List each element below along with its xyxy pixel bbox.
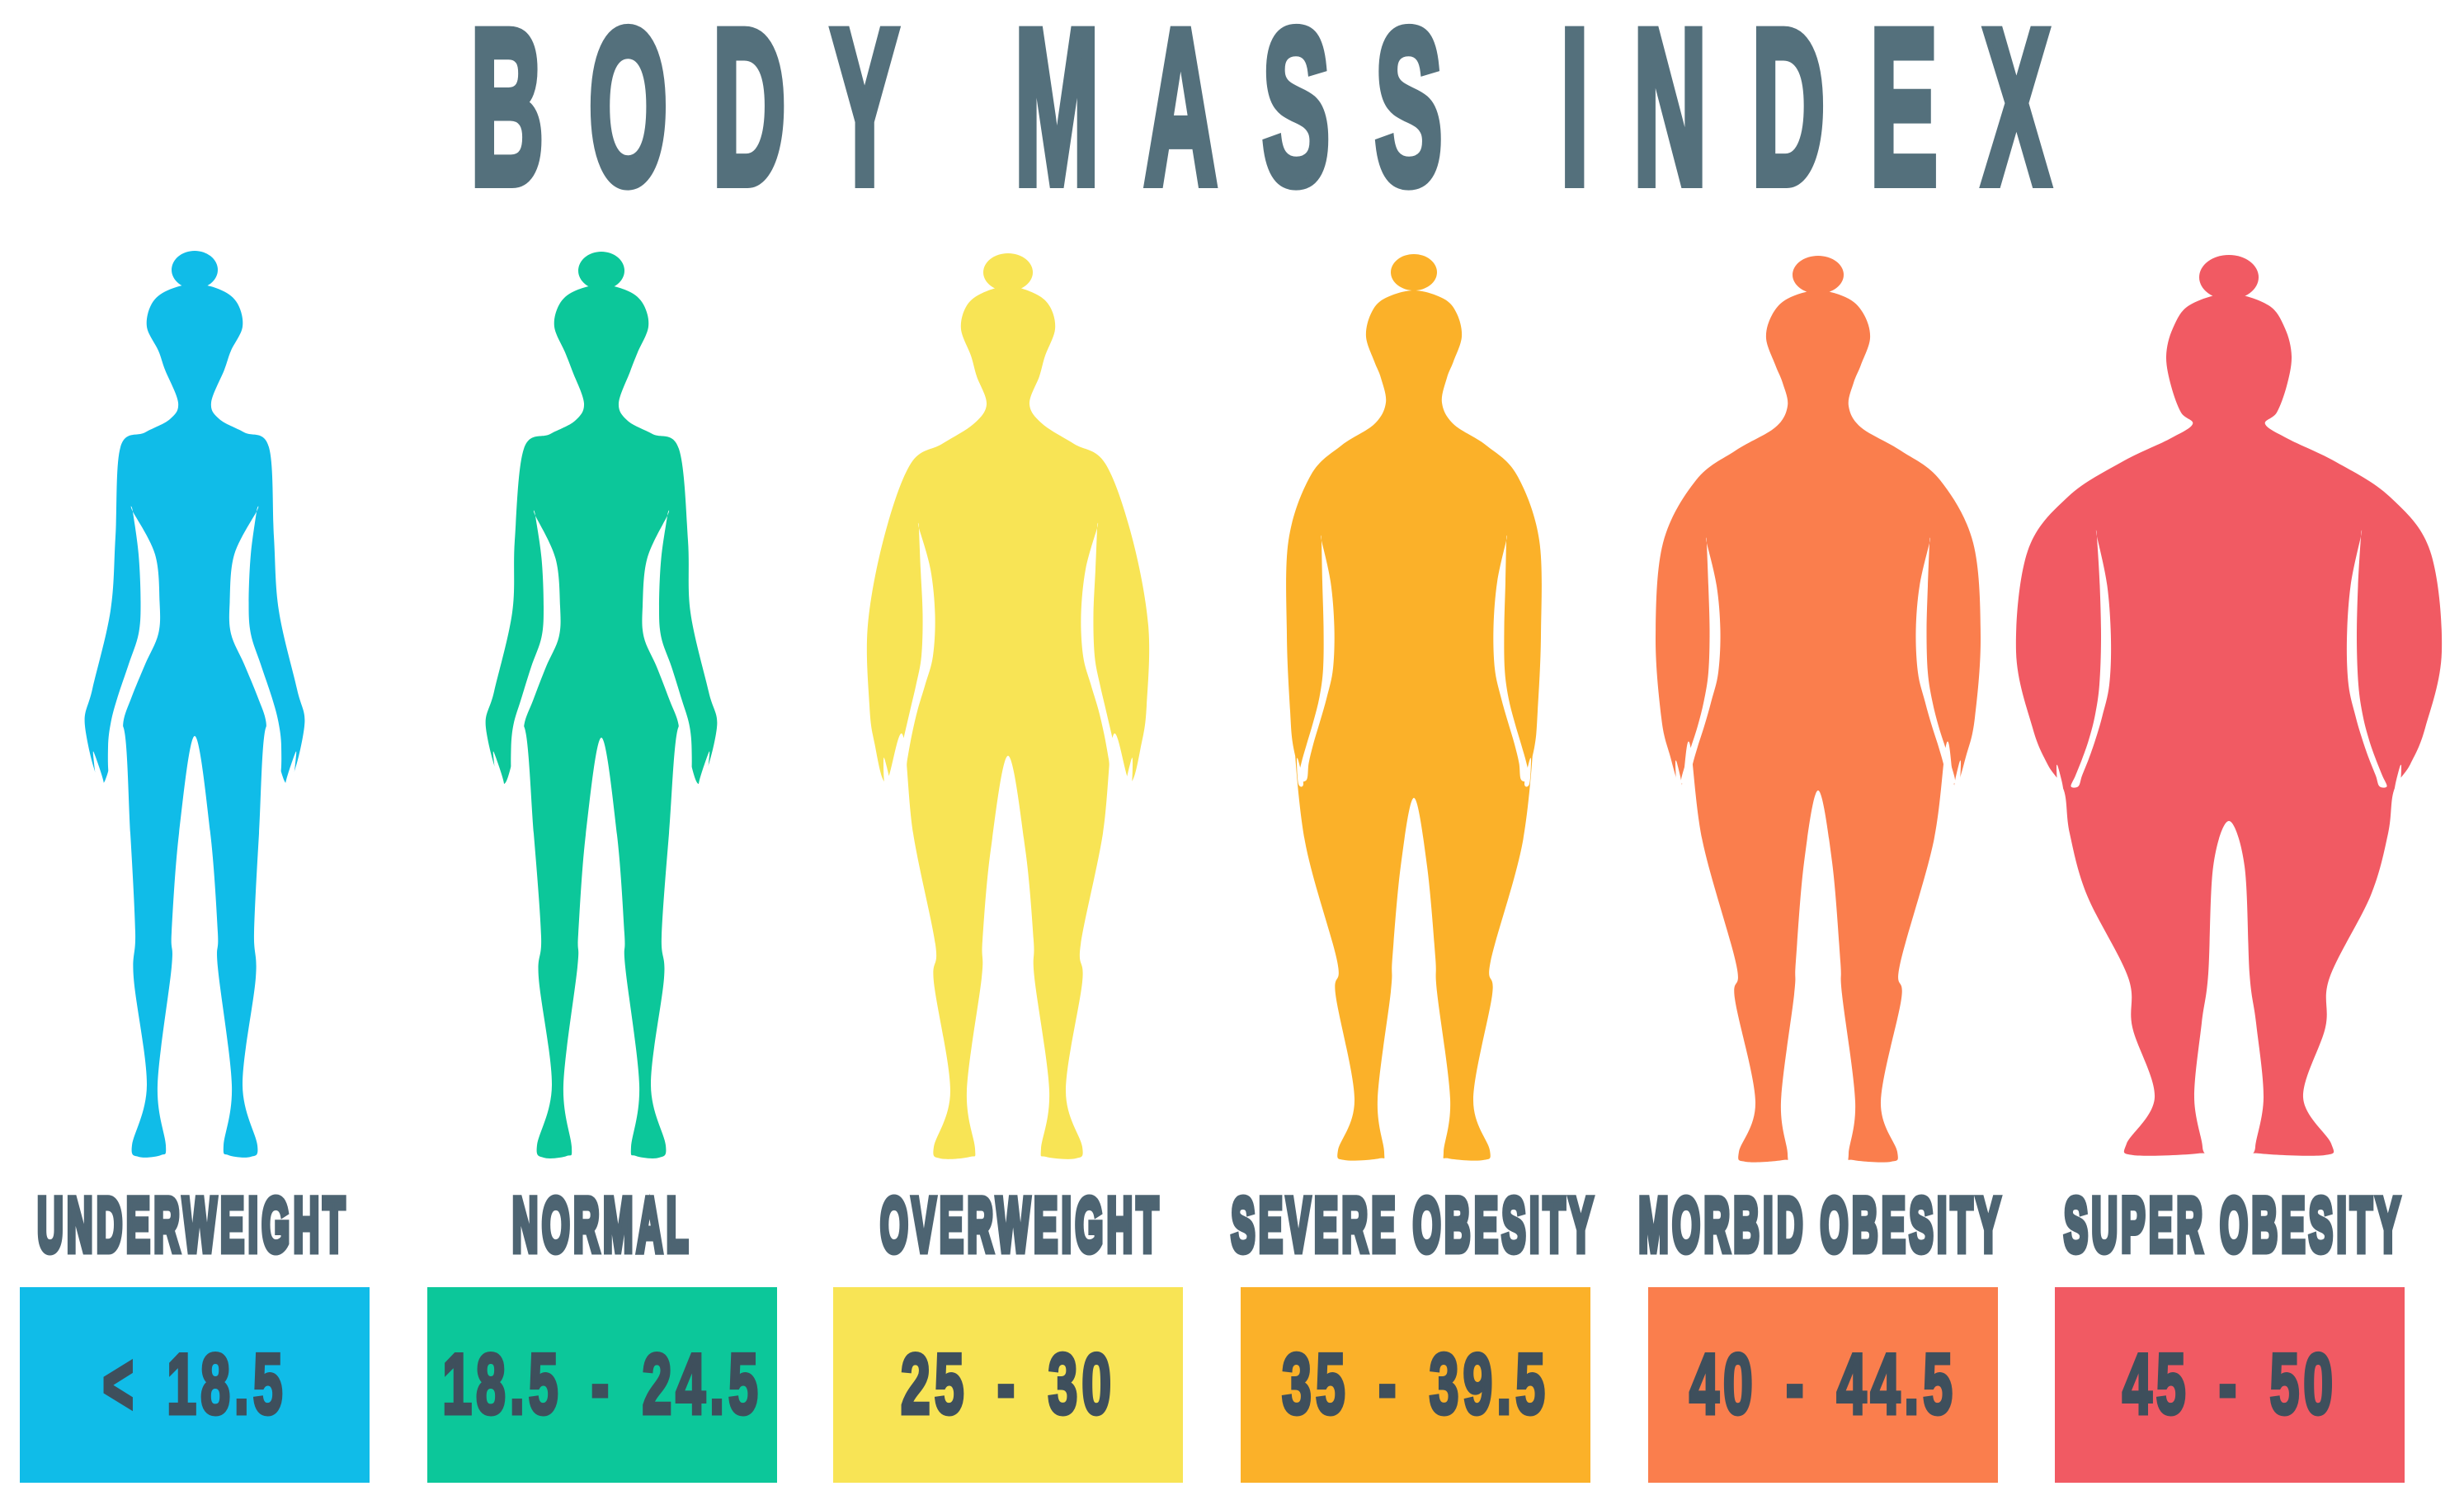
- svg-text:NORMAL: NORMAL: [512, 1183, 692, 1267]
- svg-text:SEVERE OBESITY: SEVERE OBESITY: [1231, 1183, 1596, 1267]
- svg-text:OVERWEIGHT: OVERWEIGHT: [880, 1183, 1162, 1267]
- svg-text:MORBID OBESITY: MORBID OBESITY: [1639, 1183, 2005, 1267]
- svg-text:18.5 - 24.5: 18.5 - 24.5: [442, 1337, 762, 1432]
- svg-text:45 - 50: 45 - 50: [2122, 1337, 2337, 1432]
- svg-text:SUPER OBESITY: SUPER OBESITY: [2064, 1183, 2404, 1267]
- svg-text:35 - 39.5: 35 - 39.5: [1282, 1337, 1549, 1432]
- svg-text:40 - 44.5: 40 - 44.5: [1689, 1337, 1957, 1432]
- svg-text:UNDERWEIGHT: UNDERWEIGHT: [37, 1183, 349, 1267]
- svg-text:25 - 30: 25 - 30: [901, 1337, 1115, 1432]
- svg-text:< 18.5: < 18.5: [102, 1337, 286, 1432]
- svg-text:BODY MASS INDEX: BODY MASS INDEX: [470, 0, 2095, 231]
